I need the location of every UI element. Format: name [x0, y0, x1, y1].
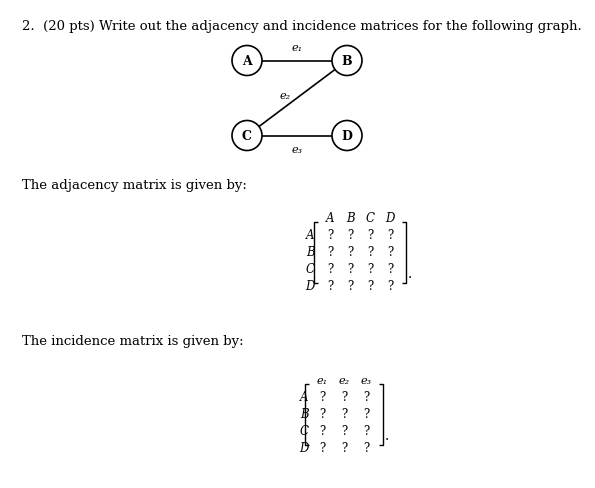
Text: ?: ? — [387, 280, 393, 293]
Text: ?: ? — [347, 229, 353, 242]
Text: e₂: e₂ — [339, 375, 350, 385]
Text: ?: ? — [367, 280, 373, 293]
Text: D: D — [386, 212, 394, 225]
Text: ?: ? — [341, 407, 347, 421]
Text: C: C — [365, 212, 374, 225]
Text: B: B — [342, 55, 352, 68]
Text: ?: ? — [327, 229, 333, 242]
Text: ?: ? — [341, 425, 347, 438]
Text: The incidence matrix is given by:: The incidence matrix is given by: — [22, 335, 243, 348]
Text: ?: ? — [319, 391, 325, 404]
Text: ?: ? — [319, 442, 325, 454]
Text: e₃: e₃ — [361, 375, 371, 385]
Text: ?: ? — [387, 246, 393, 259]
Text: B: B — [300, 407, 308, 421]
Text: A: A — [300, 391, 308, 404]
Text: A: A — [306, 229, 314, 242]
Text: ?: ? — [367, 229, 373, 242]
Text: ?: ? — [363, 407, 369, 421]
Text: ?: ? — [319, 425, 325, 438]
Text: ?: ? — [319, 407, 325, 421]
Text: ?: ? — [341, 391, 347, 404]
Text: D: D — [342, 130, 352, 142]
Text: .: . — [408, 267, 412, 281]
Text: ?: ? — [327, 280, 333, 293]
Text: e₂: e₂ — [280, 91, 290, 101]
Text: A: A — [242, 55, 252, 68]
Text: ?: ? — [347, 246, 353, 259]
Text: D: D — [305, 280, 315, 293]
Text: ?: ? — [387, 263, 393, 276]
Text: e₁: e₁ — [317, 375, 328, 385]
Text: B: B — [306, 246, 314, 259]
Text: ?: ? — [347, 263, 353, 276]
Text: ?: ? — [367, 263, 373, 276]
Text: e₁: e₁ — [292, 43, 303, 53]
Text: .: . — [385, 428, 389, 443]
Text: ?: ? — [341, 442, 347, 454]
Circle shape — [332, 46, 362, 76]
Text: C: C — [299, 425, 308, 438]
Circle shape — [232, 46, 262, 76]
Text: D: D — [299, 442, 309, 454]
Text: ?: ? — [363, 442, 369, 454]
Text: ?: ? — [327, 263, 333, 276]
Text: C: C — [305, 263, 315, 276]
Text: A: A — [325, 212, 334, 225]
Circle shape — [232, 121, 262, 151]
Text: ?: ? — [367, 246, 373, 259]
Text: B: B — [346, 212, 354, 225]
Text: C: C — [242, 130, 252, 142]
Text: ?: ? — [363, 391, 369, 404]
Text: e₃: e₃ — [292, 145, 303, 155]
Text: ?: ? — [387, 229, 393, 242]
Text: ?: ? — [327, 246, 333, 259]
Text: ?: ? — [363, 425, 369, 438]
Circle shape — [332, 121, 362, 151]
Text: ?: ? — [347, 280, 353, 293]
Text: The adjacency matrix is given by:: The adjacency matrix is given by: — [22, 179, 247, 192]
Text: 2.  (20 pts) Write out the adjacency and incidence matrices for the following gr: 2. (20 pts) Write out the adjacency and … — [22, 20, 582, 33]
